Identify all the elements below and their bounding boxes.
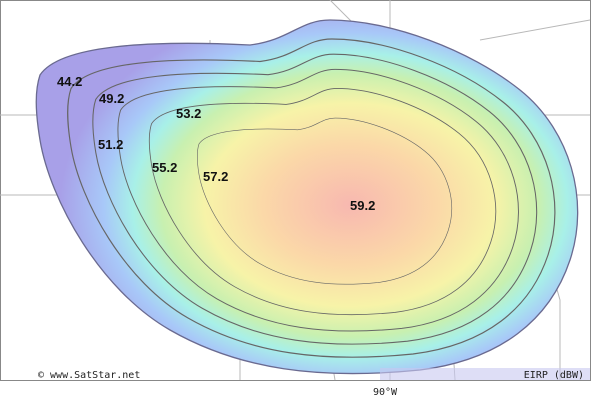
contour-label: 49.2 — [99, 91, 124, 106]
copyright: © www.SatStar.net — [38, 370, 140, 381]
longitude-label: 90°W — [373, 387, 398, 398]
contour-label: 44.2 — [57, 74, 82, 89]
contour-label: 53.2 — [176, 106, 201, 121]
legend: EIRP (dBW) — [524, 370, 584, 381]
contour-label: 55.2 — [152, 160, 177, 175]
contour-label: 57.2 — [203, 169, 228, 184]
coast-strip — [380, 368, 590, 380]
contour-label: 51.2 — [98, 137, 123, 152]
contour-label: 59.2 — [350, 198, 375, 213]
